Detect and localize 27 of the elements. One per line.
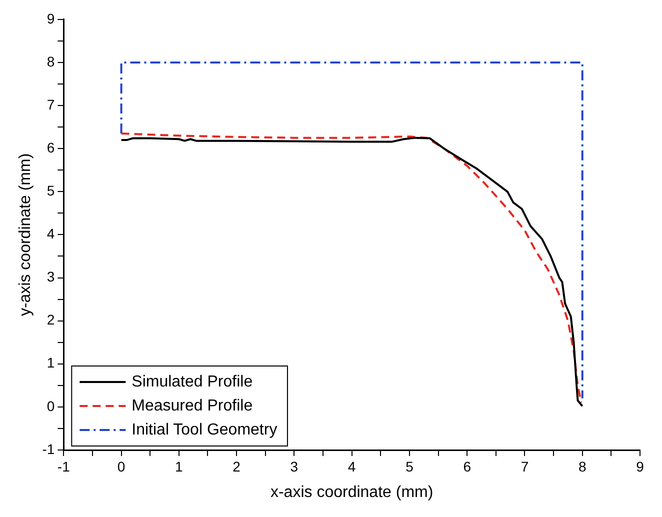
x-tick-label: 1	[175, 458, 184, 474]
y-tick-label: 3	[46, 268, 55, 285]
x-tick-label: 9	[636, 458, 644, 474]
legend-label: Simulated Profile	[132, 373, 253, 390]
y-tick-label: 5	[46, 182, 55, 198]
x-tick-label: 5	[406, 458, 414, 474]
x-tick-label: 3	[290, 458, 298, 474]
x-tick-label: 6	[463, 458, 472, 474]
x-tick-label: -1	[57, 458, 70, 474]
y-tick-label: 4	[46, 226, 55, 242]
x-tick-label: 7	[520, 458, 529, 474]
x-tick-label: 4	[348, 458, 356, 474]
y-tick-label: 9	[46, 10, 55, 26]
x-tick-label: 8	[578, 458, 586, 474]
y-axis-title: y-axis coordinate (mm)	[17, 153, 34, 316]
y-tick-label: -1	[42, 440, 55, 457]
y-tick-label: 8	[46, 53, 55, 70]
x-tick-label: 0	[117, 458, 126, 474]
y-tick-label: 7	[46, 96, 55, 112]
y-tick-label: 0	[46, 398, 55, 414]
legend-label: Initial Tool Geometry	[132, 421, 278, 438]
y-tick-label: 6	[46, 139, 55, 156]
x-tick-label: 2	[232, 458, 241, 474]
y-tick-label: 2	[46, 312, 55, 328]
legend-label: Measured Profile	[132, 397, 253, 414]
y-tick-label: 1	[46, 354, 55, 371]
x-axis-title: x-axis coordinate (mm)	[270, 484, 434, 501]
